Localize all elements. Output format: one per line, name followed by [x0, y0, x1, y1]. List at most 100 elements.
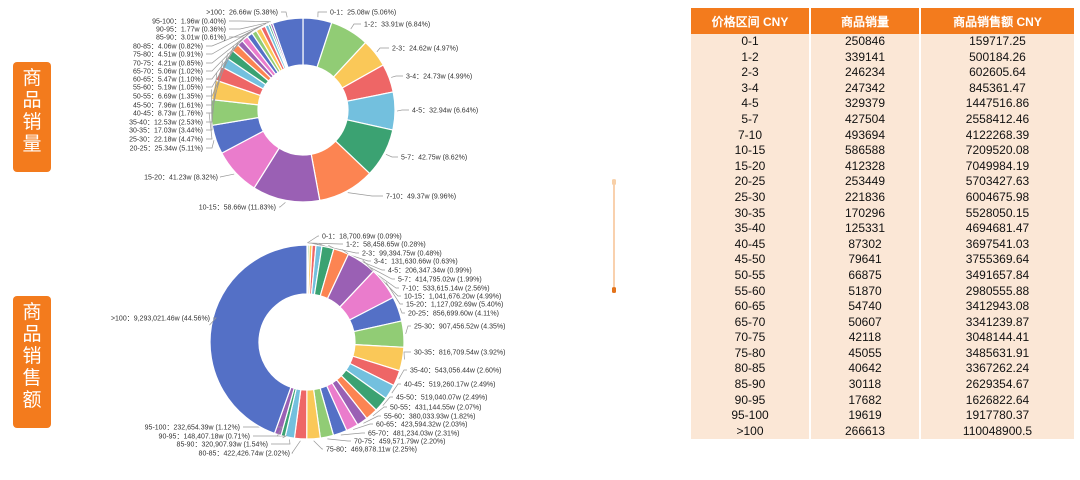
- price-range-cell: 15-20: [691, 158, 811, 175]
- label-leader-line: [229, 23, 267, 38]
- price-range-cell: 95-100: [691, 408, 811, 424]
- slice-label: 45-50：7.96w (1.61%): [133, 103, 203, 110]
- label-leader-line: [206, 30, 254, 64]
- label-char: 量: [22, 134, 42, 155]
- slice-label: 95-100：1.96w (0.40%): [152, 19, 226, 26]
- sales-revenue-cell: 1447516.86: [921, 96, 1074, 112]
- sales-volume-cell: 51870: [811, 283, 921, 300]
- sales-volume-cell: 66875: [811, 267, 921, 284]
- price-range-cell: 70-75: [691, 330, 811, 346]
- sales-volume-cell: 339141: [811, 49, 921, 66]
- label-leader-line: [385, 282, 403, 305]
- timeline-dot-top: [612, 179, 616, 185]
- label-leader-line: [372, 406, 387, 417]
- label-leader-line: [376, 47, 389, 53]
- label-leader-line: [206, 112, 213, 140]
- slice-label: 15-20：41.23w (8.32%): [144, 175, 218, 182]
- slice-label: 0-1：25.08w (5.06%): [330, 10, 396, 17]
- table-row: 55-60 51870 2980555.88: [691, 283, 1074, 300]
- table-row: 35-40 125331 4694681.47: [691, 221, 1074, 237]
- slice-label: 75-80：4.51w (0.91%): [133, 52, 203, 59]
- sales-volume-cell: 17682: [811, 392, 921, 409]
- table-row: 4-5 329379 1447516.86: [691, 96, 1074, 112]
- sales-volume-cell: 54740: [811, 299, 921, 315]
- sales-volume-cell: 79641: [811, 252, 921, 268]
- label-leader-line: [398, 369, 407, 380]
- label-leader-line: [308, 242, 343, 245]
- sales-volume-cell: 266613: [811, 423, 921, 440]
- price-range-cell: 85-90: [691, 377, 811, 393]
- sales-volume-cell: 221836: [811, 189, 921, 206]
- label-leader-line: [206, 53, 229, 106]
- timeline-divider: [612, 179, 616, 293]
- table-row: 85-90 30118 2629354.67: [691, 377, 1074, 393]
- sales-volume-cell: 586588: [811, 143, 921, 159]
- table-row: 60-65 54740 3412943.08: [691, 299, 1074, 315]
- slice-label: 7-10：533,615.14w (2.56%): [402, 286, 490, 293]
- table-row: 7-10 493694 4122268.39: [691, 127, 1074, 144]
- table-row: 45-50 79641 3755369.64: [691, 252, 1074, 268]
- price-range-cell: >100: [691, 423, 811, 440]
- table-row: 5-7 427504 2558412.46: [691, 111, 1074, 128]
- slice-label: 90-95：148,407.18w (0.71%): [159, 434, 250, 441]
- slice-label: 20-25：25.34w (5.11%): [130, 146, 203, 153]
- sales-revenue-cell: 2558412.46: [921, 111, 1074, 128]
- slice-label: 35-40：543,056.44w (2.60%): [410, 368, 501, 375]
- sales-revenue-cell: 3491657.84: [921, 267, 1074, 284]
- sales-revenue-cell: 845361.47: [921, 80, 1074, 97]
- label-leader-line: [363, 415, 381, 424]
- sales-volume-cell: 247342: [811, 80, 921, 97]
- slice-label: 40-45：8.73w (1.76%): [133, 111, 203, 118]
- sales-revenue-cell: 6004675.98: [921, 189, 1074, 206]
- slice-label: 50-55：6.69w (1.35%): [133, 94, 203, 101]
- table-row: 80-85 40642 3367262.24: [691, 361, 1074, 378]
- price-range-cell: 3-4: [691, 80, 811, 97]
- sales-revenue-cell: 602605.64: [921, 65, 1074, 81]
- price-range-cell: 0-1: [691, 34, 811, 50]
- label-leader-line: [403, 351, 411, 360]
- price-range-cell: 1-2: [691, 49, 811, 66]
- table-row: 40-45 87302 3697541.03: [691, 236, 1074, 253]
- slice-label: 4-5：206,347.34w (0.99%): [388, 268, 472, 275]
- sales-revenue-cell: 3412943.08: [921, 299, 1074, 315]
- sales-revenue-cell: 110048900.5: [921, 423, 1074, 440]
- sales-revenue-cell: 3485631.91: [921, 345, 1074, 362]
- sales-revenue-label: 商品销售额: [13, 296, 51, 428]
- sales-revenue-cell: 4122268.39: [921, 127, 1074, 144]
- slice-label: 2-3：99,394.75w (0.48%): [362, 251, 442, 258]
- column-header-1: 商品销量: [811, 8, 921, 34]
- slice-label: 10-15：1,041,676.20w (4.99%): [404, 294, 501, 301]
- slice-label: 70-75：4.21w (0.85%): [133, 61, 203, 68]
- table-row: 25-30 221836 6004675.98: [691, 189, 1074, 206]
- price-range-cell: 80-85: [691, 361, 811, 378]
- slice-label: 50-55：431,144.55w (2.07%): [390, 405, 481, 412]
- label-leader-line: [206, 41, 240, 88]
- sales-revenue-donut: 0-1：18,700.69w (0.09%)1-2：58,458.65w (0.…: [111, 234, 506, 458]
- slice-label: 3-4：131,630.66w (0.63%): [374, 259, 458, 266]
- label-leader-line: [391, 75, 403, 78]
- label-char: 额: [22, 390, 42, 411]
- slice-label: 30-35：816,709.54w (3.92%): [414, 350, 505, 357]
- price-range-cell: 10-15: [691, 143, 811, 159]
- sales-revenue-cell: 3048144.41: [921, 330, 1074, 346]
- slice-label: 95-100：232,654.39w (1.12%): [145, 425, 240, 432]
- sales-revenue-cell: 1626822.64: [921, 392, 1074, 409]
- label-char: 商: [22, 302, 42, 323]
- sales-volume-label: 商品销量: [13, 62, 51, 172]
- label-leader-line: [340, 432, 365, 436]
- price-range-table: 价格区间 CNY 商品销量 商品销售额 CNY 0-1 250846 159717.25…: [691, 8, 1074, 440]
- slice-label: 30-35：17.03w (3.44%): [129, 128, 203, 135]
- sales-volume-cell: 253449: [811, 174, 921, 190]
- sales-volume-cell: 412328: [811, 158, 921, 175]
- label-leader-line: [350, 23, 361, 30]
- slice-label: 55-60：380,033.93w (1.82%): [384, 414, 475, 421]
- label-char: 售: [22, 368, 42, 389]
- sales-volume-cell: 493694: [811, 127, 921, 144]
- label-char: 品: [22, 324, 42, 345]
- label-leader-line: [399, 308, 405, 314]
- slice-label: 15-20：1,127,092.69w (5.40%): [406, 302, 503, 309]
- label-leader-line: [385, 153, 398, 158]
- sales-revenue-cell: 3367262.24: [921, 361, 1074, 378]
- table-row: 30-35 170296 5528050.15: [691, 205, 1074, 222]
- donut-slice-gt100: [209, 244, 308, 435]
